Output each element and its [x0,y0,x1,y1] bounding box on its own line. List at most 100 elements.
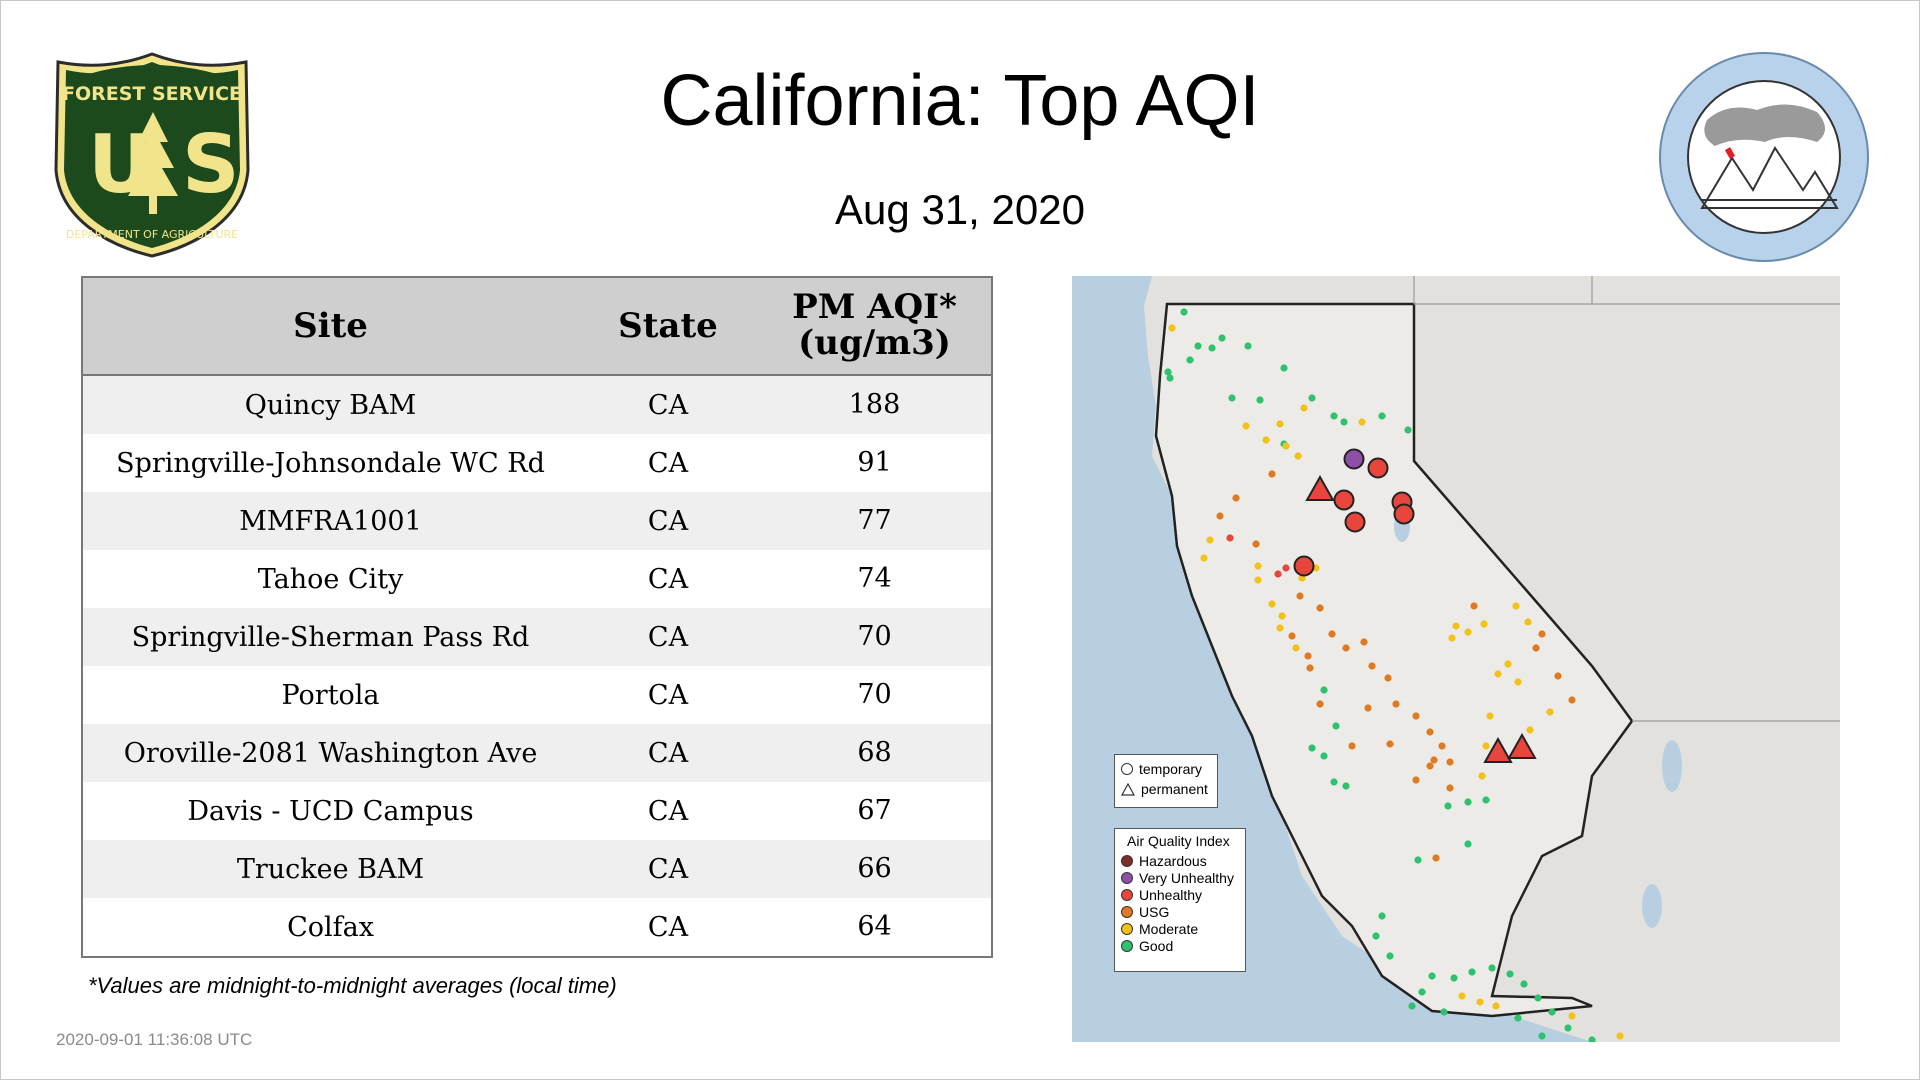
site-marker [1330,778,1338,786]
site-marker [1180,308,1188,316]
site-marker [1282,442,1290,450]
cell-state: CA [647,795,689,827]
site-marker [1274,570,1282,578]
site-marker [1256,396,1264,404]
site-marker [1348,742,1356,750]
site-marker [1452,622,1460,630]
site-marker [1276,420,1284,428]
site-marker-permanent [1483,736,1513,763]
table-header: Site State PM AQI* (ug/m3) [83,278,991,376]
cell-site: Davis - UCD Campus [187,795,474,827]
site-marker [1538,1032,1546,1040]
cell-site: Springville-Sherman Pass Rd [131,621,530,653]
site-marker [1268,470,1276,478]
site-marker [1440,1008,1448,1016]
site-marker [1386,740,1394,748]
legend-aqi-label: Hazardous [1139,853,1207,869]
site-marker [1564,1024,1572,1032]
site-marker [1414,856,1422,864]
site-marker [1412,776,1420,784]
cell-aqi: 91 [857,446,892,478]
color-swatch-icon [1121,889,1133,901]
site-marker [1278,612,1286,620]
site-marker [1494,670,1502,678]
site-marker-temporary [1343,448,1365,470]
table-row: Davis - UCD Campus CA 67 [83,782,991,840]
site-marker-temporary [1293,555,1315,577]
site-marker [1418,988,1426,996]
svg-text:FOREST SERVICE: FOREST SERVICE [62,83,242,105]
site-marker [1292,644,1300,652]
site-marker [1458,992,1466,1000]
site-marker-temporary [1333,489,1355,511]
site-marker [1276,624,1284,632]
site-marker [1464,798,1472,806]
site-marker [1446,784,1454,792]
cell-state: CA [647,447,689,479]
cell-state: CA [647,679,689,711]
table-row: Truckee BAM CA 66 [83,840,991,898]
site-marker-temporary [1367,457,1389,479]
site-marker [1294,452,1302,460]
legend-aqi-label: Moderate [1139,921,1199,937]
site-marker [1308,394,1316,402]
site-marker [1546,708,1554,716]
site-marker [1450,974,1458,982]
cell-state: CA [647,505,689,537]
site-marker [1512,602,1520,610]
site-marker [1538,630,1546,638]
table-row: Portola CA 70 [83,666,991,724]
color-swatch-icon [1121,906,1133,918]
site-marker [1506,970,1514,978]
svg-text:S: S [182,118,240,211]
cell-state: CA [647,621,689,653]
site-marker [1404,426,1412,434]
cell-site: Colfax [287,911,374,943]
color-swatch-icon [1121,872,1133,884]
site-marker [1316,604,1324,612]
site-marker [1358,418,1366,426]
cell-state: CA [647,389,689,421]
site-marker [1242,422,1250,430]
legend-aqi-label: USG [1139,904,1170,920]
site-marker [1372,932,1380,940]
site-marker [1412,712,1420,720]
cell-aqi: 74 [857,562,892,594]
site-marker-temporary [1344,511,1366,533]
site-marker [1280,364,1288,372]
cell-aqi: 70 [857,678,892,710]
site-marker [1378,912,1386,920]
cell-aqi: 188 [848,388,901,420]
california-aqi-map [1072,276,1840,1042]
site-marker [1488,964,1496,972]
legend-permanent: permanent [1121,781,1208,797]
site-marker-temporary [1393,503,1415,525]
legend-aqi-item: Unhealthy [1121,887,1202,903]
cell-state: CA [647,853,689,885]
site-marker [1306,664,1314,672]
site-marker [1514,678,1522,686]
site-marker [1254,562,1262,570]
table-row: Oroville-2081 Washington Ave CA 68 [83,724,991,782]
footnote: *Values are midnight-to-midnight average… [88,973,617,998]
cell-site: Springville-Johnsondale WC Rd [116,447,545,479]
legend-aqi-label: Very Unhealthy [1139,870,1234,886]
table-row: MMFRA1001 CA 77 [83,492,991,550]
site-marker [1482,742,1490,750]
legend-aqi-label: Unhealthy [1139,887,1203,903]
site-marker [1616,1032,1624,1040]
timestamp: 2020-09-01 11:36:08 UTC [56,1030,253,1049]
cell-site: Truckee BAM [236,853,425,885]
circle-icon [1121,763,1133,775]
site-marker [1332,722,1340,730]
legend-aqi-title: Air Quality Index [1127,833,1230,849]
site-marker [1526,726,1534,734]
legend-permanent-label: permanent [1141,781,1208,797]
color-swatch-icon [1121,855,1133,867]
color-swatch-icon [1121,940,1133,952]
site-marker [1432,854,1440,862]
table-body: Quincy BAM CA 188 Springville-Johnsondale W… [83,376,991,956]
header-site: Site [293,306,368,346]
site-marker [1268,600,1276,608]
site-marker [1194,342,1202,350]
